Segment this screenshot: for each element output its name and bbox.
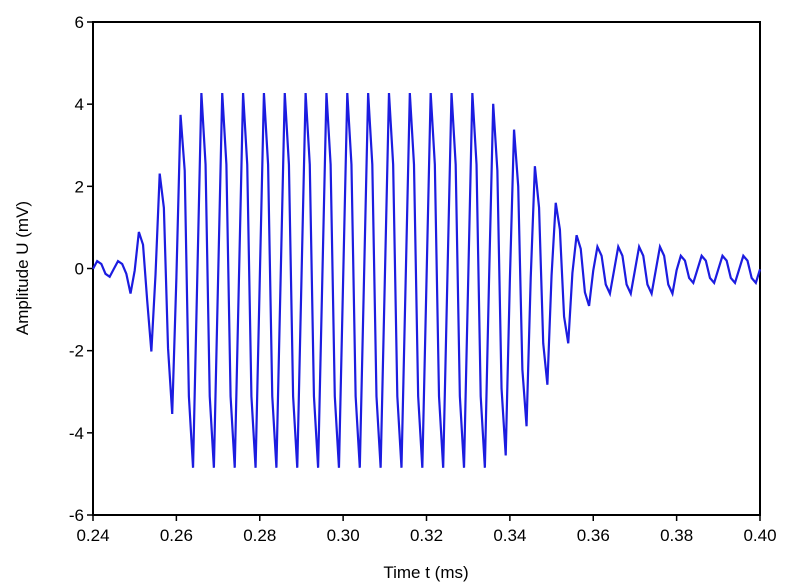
x-tick-label: 0.36	[577, 526, 610, 545]
x-tick-label: 0.38	[660, 526, 693, 545]
y-tick-label: -4	[69, 424, 84, 443]
x-tick-label: 0.26	[160, 526, 193, 545]
x-tick-label: 0.34	[493, 526, 526, 545]
y-tick-label: 6	[75, 13, 84, 32]
y-axis-label: Amplitude U (mV)	[13, 201, 32, 335]
x-tick-label: 0.30	[327, 526, 360, 545]
x-axis-label: Time t (ms)	[383, 563, 468, 582]
y-tick-label: 4	[75, 95, 84, 114]
signal-line	[92, 93, 762, 468]
y-tick-label: 0	[75, 260, 84, 279]
x-tick-label: 0.40	[743, 526, 776, 545]
x-tick-label: 0.28	[243, 526, 276, 545]
x-tick-label: 0.24	[76, 526, 109, 545]
y-tick-label: -6	[69, 506, 84, 525]
y-tick-label: -2	[69, 342, 84, 361]
x-tick-label: 0.32	[410, 526, 443, 545]
y-tick-label: 2	[75, 177, 84, 196]
